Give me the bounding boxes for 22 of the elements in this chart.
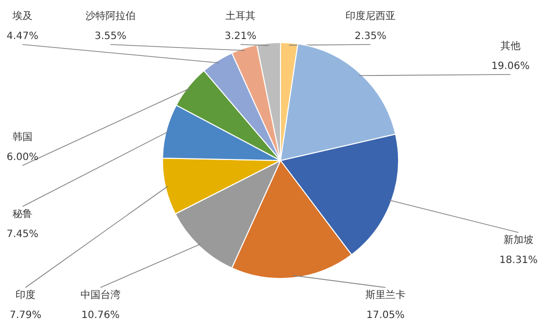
slice-label: 土耳其	[226, 10, 256, 22]
data-label: 2.35%	[354, 31, 386, 42]
slice-label: 斯里兰卡	[366, 289, 406, 301]
slice-label: 秘鲁	[12, 208, 32, 220]
slice-label: 埃及	[12, 10, 32, 22]
data-label: 6.00%	[6, 152, 38, 163]
slice-label: 韩国	[12, 131, 32, 143]
data-label: 18.31%	[499, 255, 538, 266]
data-label: 17.05%	[366, 310, 405, 321]
data-label: 3.55%	[94, 31, 126, 42]
data-label: 19.06%	[491, 61, 530, 72]
slice-label: 中国台湾	[80, 289, 120, 301]
slice-label: 印度尼西亚	[346, 10, 396, 22]
data-label: 7.45%	[6, 229, 38, 240]
slice-label: 印度	[16, 289, 36, 301]
data-label: 3.21%	[224, 31, 256, 42]
slice-label: 沙特阿拉伯	[86, 10, 136, 22]
slice-label: 新加坡	[504, 234, 534, 246]
data-label: 4.47%	[6, 31, 38, 42]
data-label: 10.76%	[81, 310, 120, 321]
slice-label: 其他	[500, 40, 520, 52]
data-label: 7.79%	[10, 310, 42, 321]
